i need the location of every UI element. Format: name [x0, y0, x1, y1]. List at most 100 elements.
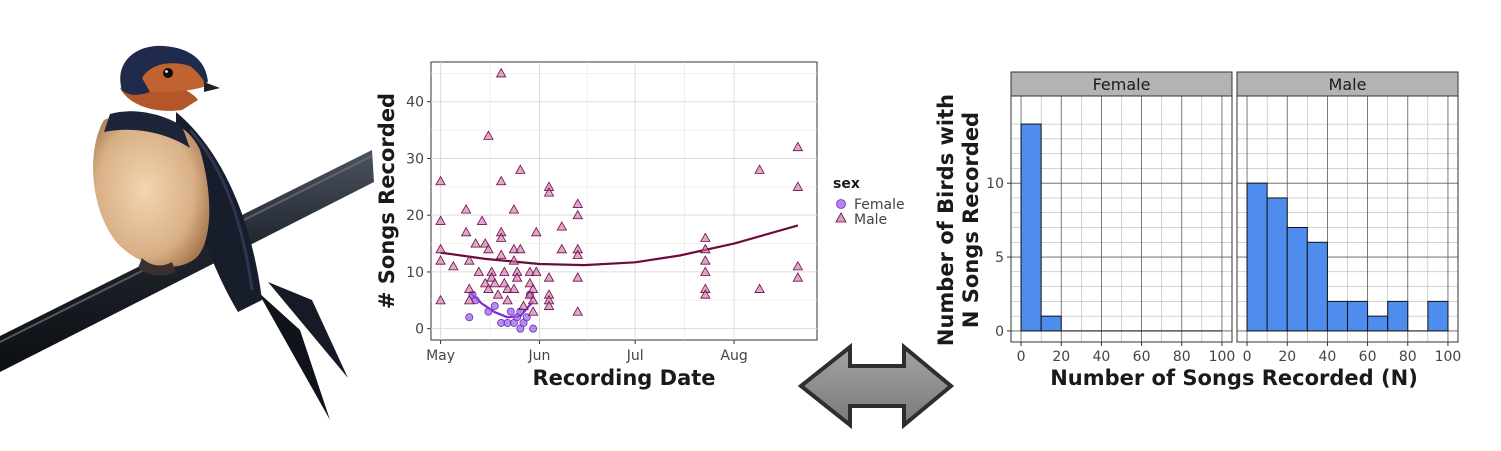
male-point: [483, 130, 494, 140]
male-point: [508, 204, 520, 214]
male-point: [572, 249, 584, 259]
male-point: [463, 294, 475, 305]
scatter-y-tick-label: 40: [406, 95, 424, 111]
scatter-x-axis-title: Recording Date: [532, 366, 715, 390]
male-point: [527, 294, 539, 305]
male-point: [700, 232, 711, 242]
histogram-y-axis-title-line-1: Number of Birds with: [934, 94, 958, 346]
male-point: [530, 266, 542, 276]
male-point: [435, 175, 446, 186]
histogram-x-tick-label: 60: [1133, 349, 1151, 365]
male-point: [473, 266, 485, 276]
facet-label-male: Male: [1329, 75, 1367, 94]
male-point: [495, 67, 507, 78]
male-point: [483, 283, 494, 293]
male-point: [489, 277, 501, 288]
histogram-bar: [1266, 197, 1288, 332]
female-point: [490, 301, 499, 310]
male-point: [543, 187, 555, 197]
male-point: [511, 272, 523, 282]
male-point: [556, 243, 568, 254]
male-point: [460, 204, 472, 214]
histogram-x-axis-title: Number of Songs Recorded (N): [1050, 366, 1418, 390]
male-point: [470, 238, 481, 248]
legend-male-marker: [835, 212, 847, 223]
male-point: [499, 266, 510, 276]
scatter-y-ticks: 0 10 20 30 40: [406, 95, 431, 338]
male-point: [495, 175, 507, 186]
female-point: [506, 307, 515, 316]
male-point: [508, 283, 520, 293]
histogram-bar: [1306, 241, 1328, 332]
male-point: [479, 238, 491, 248]
male-point: [518, 300, 529, 310]
histogram-bar: [1347, 300, 1369, 332]
histogram-panel-border: [1010, 95, 1233, 343]
male-point: [524, 266, 536, 276]
male-point: [460, 226, 472, 237]
male-point: [543, 272, 555, 282]
histogram-y-axis-title: Number of Birds with N Songs Recorded: [934, 94, 983, 346]
female-point: [465, 313, 474, 322]
histogram-x-tick-label: 60: [1359, 349, 1377, 365]
histogram-chart: Female Male 0 5 10 0 20 40 60 80 100 0 20 40 60 80 10…: [934, 71, 1462, 390]
histogram-bar: [1387, 300, 1409, 332]
histogram-x-ticks: 0 20 40 60 80 100 0 20 40 60 80 100: [1017, 342, 1462, 365]
male-point: [495, 249, 507, 259]
male-point: [508, 255, 520, 265]
legend-male-label: Male: [854, 212, 887, 228]
scatter-grid: [431, 62, 817, 340]
male-point: [486, 272, 497, 282]
male-point: [700, 255, 711, 265]
male-point: [448, 260, 459, 271]
histogram-y-axis-title-line-2: N Songs Recorded: [959, 112, 983, 328]
male-point: [435, 243, 446, 254]
histogram-panel-male: [1236, 95, 1459, 343]
histogram-y-tick-label: 0: [995, 324, 1004, 340]
male-point: [499, 277, 510, 288]
histogram-x-tick-label: 20: [1278, 349, 1296, 365]
male-point: [502, 283, 513, 293]
scatter-y-tick-label: 30: [406, 151, 424, 167]
male-point: [572, 198, 584, 208]
histogram-y-ticks: 0 5 10: [986, 176, 1011, 340]
scatter-y-tick-label: 10: [406, 265, 424, 281]
scatter-panel-border: [430, 61, 818, 341]
barn-swallow-icon: [0, 45, 374, 420]
male-point: [476, 215, 488, 225]
scatter-x-ticks: May Jun Jul Aug: [426, 340, 748, 364]
scatter-chart: 0 10 20 30 40 May Jun Jul Aug Recording Date # …: [375, 61, 905, 390]
male-point: [572, 209, 584, 220]
male-point: [572, 306, 584, 316]
male-point: [792, 181, 804, 191]
scatter-x-tick-label: Jun: [528, 348, 551, 364]
female-point: [484, 307, 493, 316]
scatter-y-tick-label: 20: [406, 208, 424, 224]
double-headed-arrow-icon: [797, 342, 955, 430]
male-point: [435, 215, 446, 225]
male-point: [556, 221, 568, 231]
histogram-bar: [1040, 315, 1062, 332]
scatter-points: [435, 67, 804, 333]
scatter-y-axis-title: # Songs Recorded: [375, 93, 399, 309]
histogram-x-tick-label: 20: [1052, 349, 1070, 365]
male-point: [435, 294, 446, 305]
histogram-bar: [1020, 123, 1042, 332]
male-point: [700, 289, 711, 299]
male-point: [530, 226, 542, 237]
male-point: [524, 289, 536, 299]
facet-strip-male: [1236, 71, 1459, 97]
male-point: [492, 289, 504, 299]
facet-label-female: Female: [1093, 75, 1151, 94]
histogram-bar: [1246, 182, 1268, 332]
male-point: [463, 283, 475, 293]
histogram-panel-female: [1010, 95, 1233, 343]
male-point: [792, 260, 804, 271]
histogram-bar: [1427, 300, 1449, 332]
histogram-x-tick-label: 100: [1435, 349, 1462, 365]
male-point: [700, 266, 711, 276]
male-point: [515, 243, 526, 254]
male-point: [754, 283, 765, 293]
histogram-y-tick-label: 10: [986, 176, 1004, 192]
histogram-x-tick-label: 40: [1092, 349, 1110, 365]
